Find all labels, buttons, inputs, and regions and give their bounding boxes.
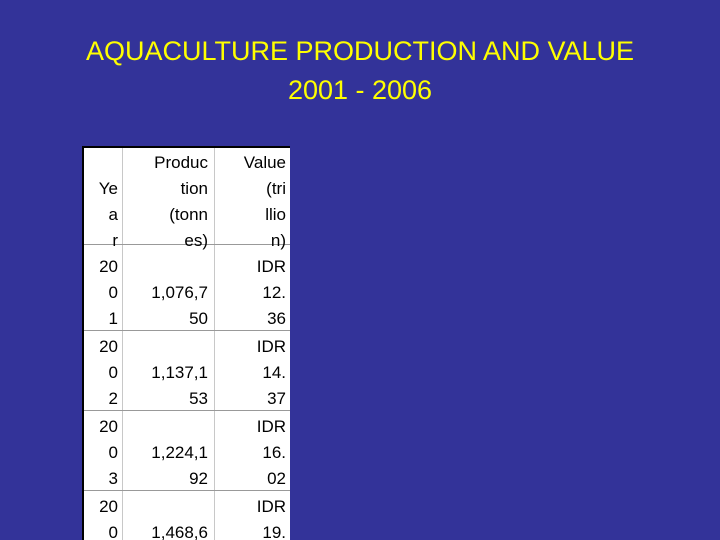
header-value-line: n)	[270, 231, 286, 250]
value-line: IDR	[256, 497, 286, 516]
year-line: 20	[99, 417, 118, 436]
slide-title-line-1: AQUACULTURE PRODUCTION AND VALUE	[85, 36, 635, 66]
value-line: 16.	[262, 443, 286, 462]
value-cell: IDR 16. 02	[216, 414, 290, 492]
table-row: 20 0 3 1,224,1 92 IDR 16. 02	[84, 414, 290, 491]
value-cell: IDR 12. 36	[216, 254, 290, 332]
value-line: 36	[267, 309, 286, 328]
header-value-line: (tri	[266, 179, 286, 198]
column-divider	[122, 148, 123, 540]
header-production-line: es)	[184, 231, 208, 250]
production-line: 1,137,1	[151, 363, 208, 382]
production-cell: 1,224,1 92	[124, 440, 214, 492]
header-production-line: (tonn	[169, 205, 208, 224]
header-year: Ye a r	[84, 176, 122, 254]
year-line: 20	[99, 257, 118, 276]
year-cell: 20 0 2	[84, 334, 122, 412]
value-line: IDR	[256, 257, 286, 276]
value-line: 37	[267, 389, 286, 408]
production-line: 1,076,7	[151, 283, 208, 302]
production-cell: 1,137,1 53	[124, 360, 214, 412]
value-line: IDR	[256, 337, 286, 356]
header-value-line: Value	[243, 153, 286, 172]
production-line: 1,224,1	[151, 443, 208, 462]
year-cell: 20 0	[84, 494, 122, 540]
production-line: 50	[189, 309, 208, 328]
production-cell: 1,468,6	[124, 520, 214, 540]
year-line: 2	[108, 389, 118, 408]
table-row: 20 0 2 1,137,1 53 IDR 14. 37	[84, 334, 290, 411]
year-line: 3	[108, 469, 118, 488]
header-year-line: Ye	[98, 179, 118, 198]
production-line: 53	[189, 389, 208, 408]
header-year-line: a	[108, 205, 118, 224]
slide-title: AQUACULTURE PRODUCTION AND VALUE 2001 - …	[0, 32, 720, 110]
year-cell: 20 0 1	[84, 254, 122, 332]
value-cell: IDR 19.	[216, 494, 290, 540]
year-line: 0	[108, 443, 118, 462]
value-line: 02	[267, 469, 286, 488]
header-value: Value (tri llio n)	[216, 150, 290, 254]
year-line: 0	[108, 283, 118, 302]
slide-title-line-2: 2001 - 2006	[287, 75, 433, 105]
table-header-row: Ye a r Produc tion (tonn es) Value (tri …	[84, 150, 290, 250]
year-line: 1	[108, 309, 118, 328]
table-row: 20 0 1 1,076,7 50 IDR 12. 36	[84, 254, 290, 331]
year-line: 0	[108, 363, 118, 382]
value-line: 12.	[262, 283, 286, 302]
year-line: 20	[99, 337, 118, 356]
year-cell: 20 0 3	[84, 414, 122, 492]
column-divider	[214, 148, 215, 540]
header-value-line: llio	[265, 205, 286, 224]
production-line: 1,468,6	[151, 523, 208, 540]
production-cell: 1,076,7 50	[124, 280, 214, 332]
header-production-line: Produc	[154, 153, 208, 172]
value-line: 19.	[262, 523, 286, 540]
header-year-line: r	[112, 231, 118, 250]
value-cell: IDR 14. 37	[216, 334, 290, 412]
production-line: 92	[189, 469, 208, 488]
header-production-line: tion	[180, 179, 208, 198]
value-line: IDR	[256, 417, 286, 436]
table-row: 20 0 1,468,6 IDR 19.	[84, 494, 290, 540]
year-line: 0	[108, 523, 118, 540]
production-table: Ye a r Produc tion (tonn es) Value (tri …	[82, 146, 290, 540]
year-line: 20	[99, 497, 118, 516]
value-line: 14.	[262, 363, 286, 382]
header-production: Produc tion (tonn es)	[124, 150, 214, 254]
